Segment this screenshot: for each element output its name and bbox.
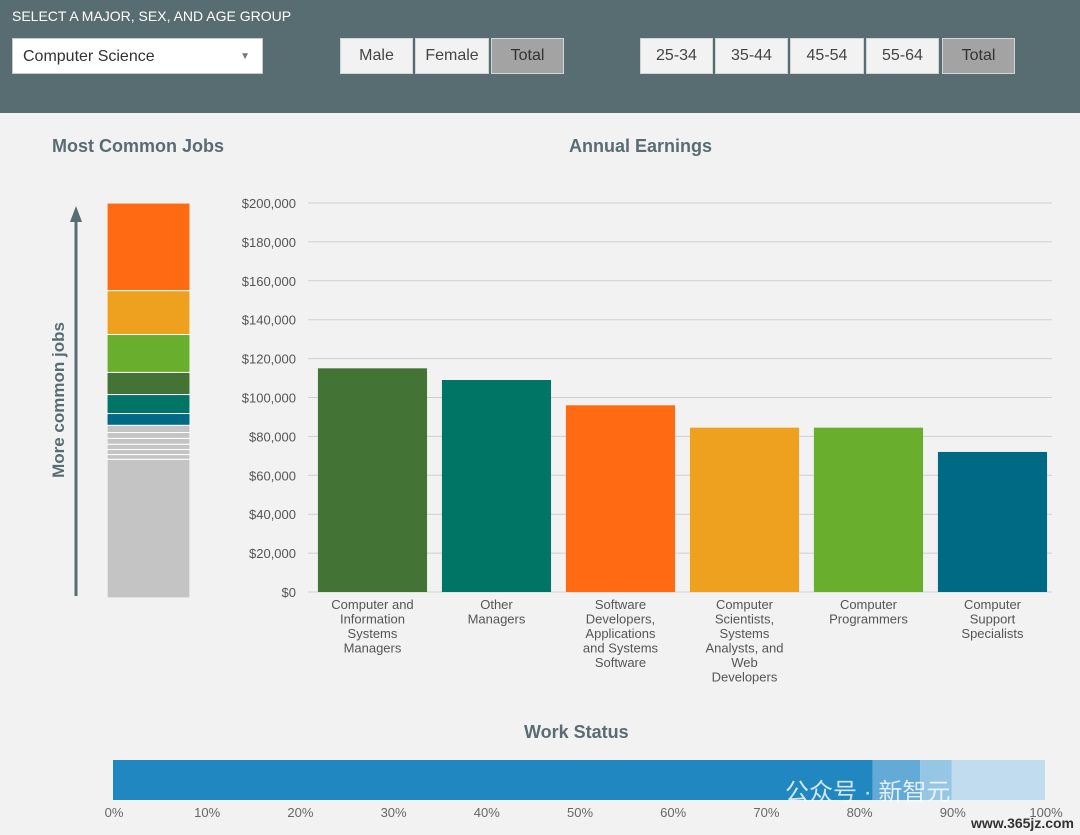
work-status-segment[interactable]: [113, 760, 873, 800]
age-total-button[interactable]: Total: [942, 38, 1015, 74]
work-status-title: Work Status: [524, 722, 629, 742]
major-select[interactable]: Computer Science ▼: [12, 38, 263, 74]
earnings-title: Annual Earnings: [569, 136, 713, 156]
filter-bar: SELECT A MAJOR, SEX, AND AGE GROUP Compu…: [0, 0, 1080, 113]
work-status-segment[interactable]: [872, 760, 921, 800]
x-tick-label: Computer Programmers: [829, 597, 908, 627]
common-jobs-stack: [107, 203, 190, 598]
y-tick-label: $180,000: [242, 235, 296, 250]
job-segment-12[interactable]: [107, 458, 190, 598]
earnings-bar[interactable]: [317, 368, 428, 592]
x-tick-label: Software Developers, Applications and Syste…: [583, 597, 659, 670]
job-segment-0[interactable]: [107, 203, 190, 292]
job-segment-7[interactable]: [107, 431, 190, 439]
earnings-bar[interactable]: [813, 427, 924, 592]
earnings-bar[interactable]: [937, 451, 1048, 592]
job-segment-11[interactable]: [107, 454, 190, 460]
work-status-tick: 60%: [660, 805, 687, 820]
age-45-54-button[interactable]: 45-54: [790, 38, 864, 74]
watermark: 公众号 · 新智元: [785, 779, 951, 806]
work-status-tick: 0%: [104, 805, 124, 820]
work-status-tick: 10%: [194, 805, 221, 820]
job-segment-1[interactable]: [107, 290, 190, 336]
work-status-tick: 90%: [939, 805, 966, 820]
age-25-34-button[interactable]: 25-34: [640, 38, 713, 74]
y-tick-label: $120,000: [242, 352, 296, 367]
job-segment-5[interactable]: [107, 413, 190, 426]
y-tick-label: $40,000: [249, 507, 296, 522]
work-status-tick: 20%: [287, 805, 314, 820]
earnings-bar[interactable]: [441, 379, 552, 592]
job-segment-10[interactable]: [107, 448, 190, 456]
earnings-chart: $0 $20,000 $40,000 $60,000 $80,000 $100,000 $1…: [242, 196, 1052, 685]
job-segment-9[interactable]: [107, 443, 190, 450]
y-tick-label: $80,000: [249, 429, 296, 444]
work-status-tick: 40%: [473, 805, 500, 820]
x-tick-label: Computer Support Specialists: [961, 597, 1024, 641]
job-segment-6[interactable]: [107, 424, 190, 433]
age-35-44-button[interactable]: 35-44: [715, 38, 788, 74]
filter-title: SELECT A MAJOR, SEX, AND AGE GROUP: [12, 8, 292, 24]
age-55-64-button[interactable]: 55-64: [866, 38, 939, 74]
common-jobs-title: Most Common Jobs: [52, 136, 225, 156]
y-tick-label: $60,000: [249, 468, 296, 483]
work-status-segment[interactable]: [920, 760, 952, 800]
sex-female-button[interactable]: Female: [415, 38, 489, 74]
y-tick-label: $20,000: [249, 546, 296, 561]
common-jobs-axis-label: More common jobs: [49, 322, 68, 478]
job-segment-2[interactable]: [107, 334, 190, 373]
work-status-tick: 50%: [566, 805, 594, 820]
y-tick-label: $140,000: [242, 313, 296, 328]
work-status-axis: 0% 10% 20% 30% 40% 50% 60% 70% 80% 90% 100%: [104, 805, 1080, 825]
work-status-tick: 70%: [753, 805, 780, 820]
x-tick-label: Other Managers: [468, 597, 526, 627]
x-tick-label: Computer and Information Systems Managers: [331, 597, 413, 656]
sex-male-button[interactable]: Male: [340, 38, 413, 74]
y-tick-label: $100,000: [242, 391, 296, 406]
work-status-segment[interactable]: [951, 760, 1045, 800]
y-tick-label: $160,000: [242, 274, 296, 289]
earnings-bar[interactable]: [689, 427, 800, 592]
chevron-down-icon: ▼: [240, 51, 250, 62]
earnings-bar[interactable]: [565, 405, 676, 592]
x-tick-label: Computer Scientists, Systems Analysts, and W…: [705, 597, 783, 685]
sex-total-button[interactable]: Total: [491, 38, 564, 74]
job-segment-4[interactable]: [107, 394, 190, 415]
work-status-tick: 100%: [1029, 805, 1063, 820]
up-arrow-icon: [70, 206, 82, 596]
work-status-tick: 30%: [380, 805, 407, 820]
work-status-tick: 80%: [846, 805, 873, 820]
watermark-site: www.365jz.com: [971, 815, 1074, 831]
job-segment-3[interactable]: [107, 371, 190, 396]
major-select-value: Computer Science: [23, 48, 155, 65]
work-status-bar: [113, 760, 1045, 800]
job-segment-8[interactable]: [107, 437, 190, 445]
y-tick-label: $0: [282, 585, 296, 600]
y-tick-label: $200,000: [242, 196, 296, 211]
